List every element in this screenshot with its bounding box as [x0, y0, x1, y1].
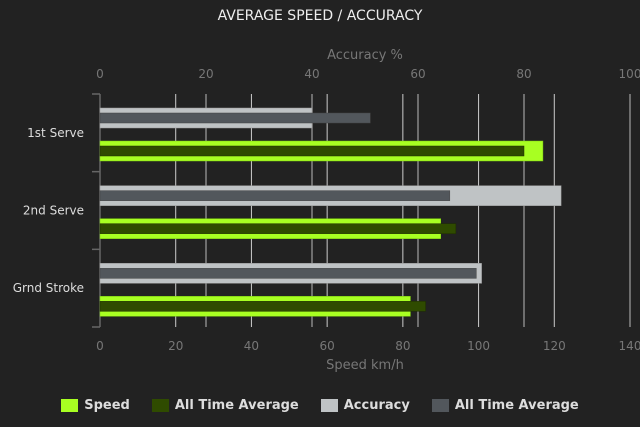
bar-accuracy-average	[99, 190, 451, 201]
bottom-tick-label: 100	[467, 339, 490, 353]
bar-accuracy-average	[99, 112, 371, 124]
category-label: 2nd Serve	[23, 204, 84, 218]
legend-swatch	[431, 399, 449, 412]
top-tick-label: 20	[198, 67, 213, 81]
bottom-tick-label: 40	[244, 339, 259, 353]
top-tick-label: 0	[96, 67, 104, 81]
bottom-axis-title: Speed km/h	[326, 358, 404, 373]
legend-item-accuracy-average[interactable]: All Time Average	[431, 398, 579, 413]
category-label: Grnd Stroke	[13, 281, 84, 295]
bottom-tick-label: 0	[96, 339, 104, 353]
legend-swatch	[320, 399, 338, 412]
legend: Speed All Time Average Accuracy All Time…	[0, 398, 640, 413]
legend-label: All Time Average	[174, 398, 299, 413]
legend-item-speed[interactable]: Speed	[61, 398, 130, 413]
top-tick-label: 100	[619, 67, 640, 81]
bar-accuracy-average	[99, 268, 477, 279]
bottom-tick-label: 140	[619, 339, 640, 353]
category-label: 1st Serve	[27, 126, 84, 140]
chart-title: AVERAGE SPEED / ACCURACY	[217, 8, 423, 24]
top-axis-title: Accuracy %	[327, 48, 403, 63]
legend-label: Accuracy	[343, 398, 410, 413]
legend-label: All Time Average	[454, 398, 579, 413]
bottom-tick-label: 120	[543, 339, 566, 353]
legend-item-accuracy[interactable]: Accuracy	[320, 398, 410, 413]
bottom-tick-label: 60	[320, 339, 335, 353]
legend-swatch	[61, 399, 79, 412]
top-tick-label: 80	[516, 67, 531, 81]
bottom-tick-label: 80	[395, 339, 410, 353]
legend-swatch	[151, 399, 169, 412]
bar-speed-average	[99, 145, 525, 157]
legend-label: Speed	[84, 398, 130, 413]
top-tick-label: 40	[304, 67, 319, 81]
bottom-tick-label: 20	[168, 339, 183, 353]
legend-item-speed-average[interactable]: All Time Average	[151, 398, 299, 413]
top-tick-label: 60	[410, 67, 425, 81]
bar-speed-average	[99, 223, 457, 234]
bar-speed-average	[99, 301, 426, 312]
